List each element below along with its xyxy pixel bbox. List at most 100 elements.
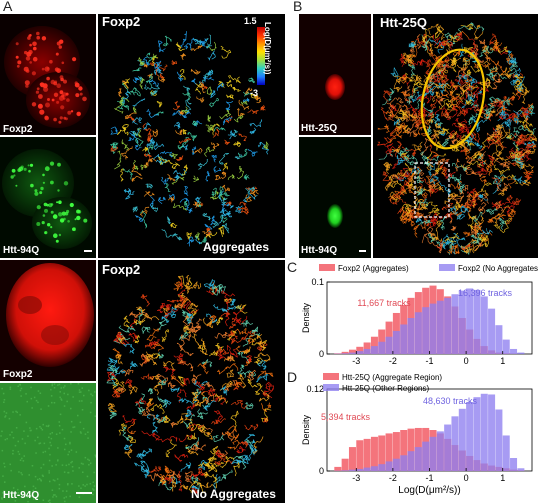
y-tick-label: 0.1: [311, 277, 324, 287]
bar: [488, 308, 496, 354]
legend-label: Htt-25Q (Aggregate Region): [342, 373, 442, 382]
a-top-foxp2-label: Foxp2: [3, 124, 33, 135]
bar: [429, 303, 437, 354]
bar: [444, 424, 452, 471]
bar: [422, 307, 430, 354]
bar: [363, 348, 371, 354]
x-tick-label: -3: [352, 473, 360, 483]
bar: [502, 435, 510, 471]
y-tick-label: 0: [319, 466, 324, 476]
bar: [363, 467, 371, 471]
bar: [414, 447, 422, 471]
bar: [370, 436, 378, 471]
a-bottom-scale-bar: [76, 492, 92, 494]
panel-letter-a: A: [3, 0, 13, 14]
legend-label: Foxp2 (Aggregates): [338, 264, 409, 273]
y-tick-label: 0.12: [306, 384, 324, 394]
chart-c: -3 -2 -1 0 1 0 0.1 Density Foxp2 (Aggregates) Fox…: [301, 264, 538, 366]
track-count-annotation: 11,667 tracks: [357, 298, 411, 308]
bar: [378, 435, 386, 471]
bar: [348, 447, 356, 471]
bar: [495, 409, 503, 471]
a-top-tracks-image: [98, 14, 285, 258]
x-tick-label: 0: [464, 356, 469, 366]
bar: [422, 441, 430, 471]
bar: [378, 329, 386, 354]
bar: [363, 438, 371, 471]
b-tracks-image: [373, 14, 538, 258]
bar: [466, 288, 474, 354]
bar: [400, 430, 408, 471]
a-top-track-title: Foxp2: [102, 14, 141, 29]
x-tick-label: 1: [500, 356, 505, 366]
a-top-htt94q-label: Htt-94Q: [3, 245, 40, 256]
track-count-annotation: 5,394 tracks: [321, 412, 371, 422]
bar: [392, 330, 400, 354]
bar: [385, 336, 393, 354]
bar: [510, 348, 518, 354]
bar: [385, 433, 393, 471]
legend-swatch: [319, 264, 335, 271]
y-tick-label: 0: [319, 349, 324, 359]
a-bottom-tracks-image: [98, 260, 285, 503]
panel-letter-b: B: [293, 0, 303, 14]
bar: [436, 300, 444, 354]
bar: [341, 353, 349, 354]
bar: [473, 397, 481, 471]
x-tick-label: -1: [425, 473, 433, 483]
bar: [356, 351, 364, 354]
legend-label: Htt-25Q (Other Regions): [342, 384, 429, 393]
bar: [444, 297, 452, 354]
bar: [363, 342, 371, 354]
a-bottom-track-title: Foxp2: [102, 262, 141, 277]
bar: [466, 401, 474, 471]
bar: [378, 464, 386, 471]
a-bottom-htt94q-label: Htt-94Q: [3, 490, 40, 501]
track-count-annotation: 16,396 tracks: [458, 288, 513, 298]
bar: [458, 290, 466, 354]
colorbar: [257, 27, 265, 85]
bar: [407, 451, 415, 471]
track-count-annotation: 48,630 tracks: [423, 396, 478, 406]
bar: [400, 324, 408, 354]
bar: [480, 296, 488, 354]
bar: [348, 469, 356, 471]
legend-swatch: [323, 373, 339, 380]
bar: [341, 458, 349, 471]
bar: [385, 461, 393, 471]
bar: [480, 393, 488, 471]
bar: [429, 436, 437, 471]
bar: [400, 455, 408, 471]
colorbar-max-label: 1.5: [244, 16, 257, 26]
chart-d: -3 -2 -1 0 1 0 0.12 Density Log(D(μm²/s)) Htt-25Q…: [301, 373, 533, 496]
bar: [502, 339, 510, 354]
x-axis-label: Log(D(μm²/s)): [398, 485, 460, 496]
a-top-htt94q-image: [0, 137, 96, 258]
bar: [473, 289, 481, 354]
bar: [407, 318, 415, 354]
y-axis-label: Density: [301, 414, 311, 445]
x-tick-label: 0: [464, 473, 469, 483]
bar: [458, 408, 466, 471]
bar: [378, 341, 386, 354]
bar: [392, 458, 400, 471]
legend-swatch: [323, 384, 339, 391]
bar: [495, 325, 503, 354]
x-tick-label: -1: [425, 356, 433, 366]
b-scale-bar: [359, 250, 366, 252]
bar: [334, 466, 342, 471]
bar: [436, 431, 444, 471]
bar: [392, 432, 400, 471]
a-top-condition-label: Aggregates: [203, 240, 270, 254]
bar: [348, 352, 356, 354]
x-tick-label: -2: [389, 473, 397, 483]
bar: [356, 468, 364, 471]
bar: [341, 470, 349, 471]
y-axis-label: Density: [301, 302, 311, 333]
a-top-scale-bar: [84, 250, 92, 252]
bar: [510, 458, 518, 471]
colorbar-min-label: -3: [250, 88, 259, 98]
b-htt94q-image: [299, 137, 371, 258]
bar: [414, 312, 422, 354]
a-bottom-foxp2-image: [0, 260, 96, 381]
